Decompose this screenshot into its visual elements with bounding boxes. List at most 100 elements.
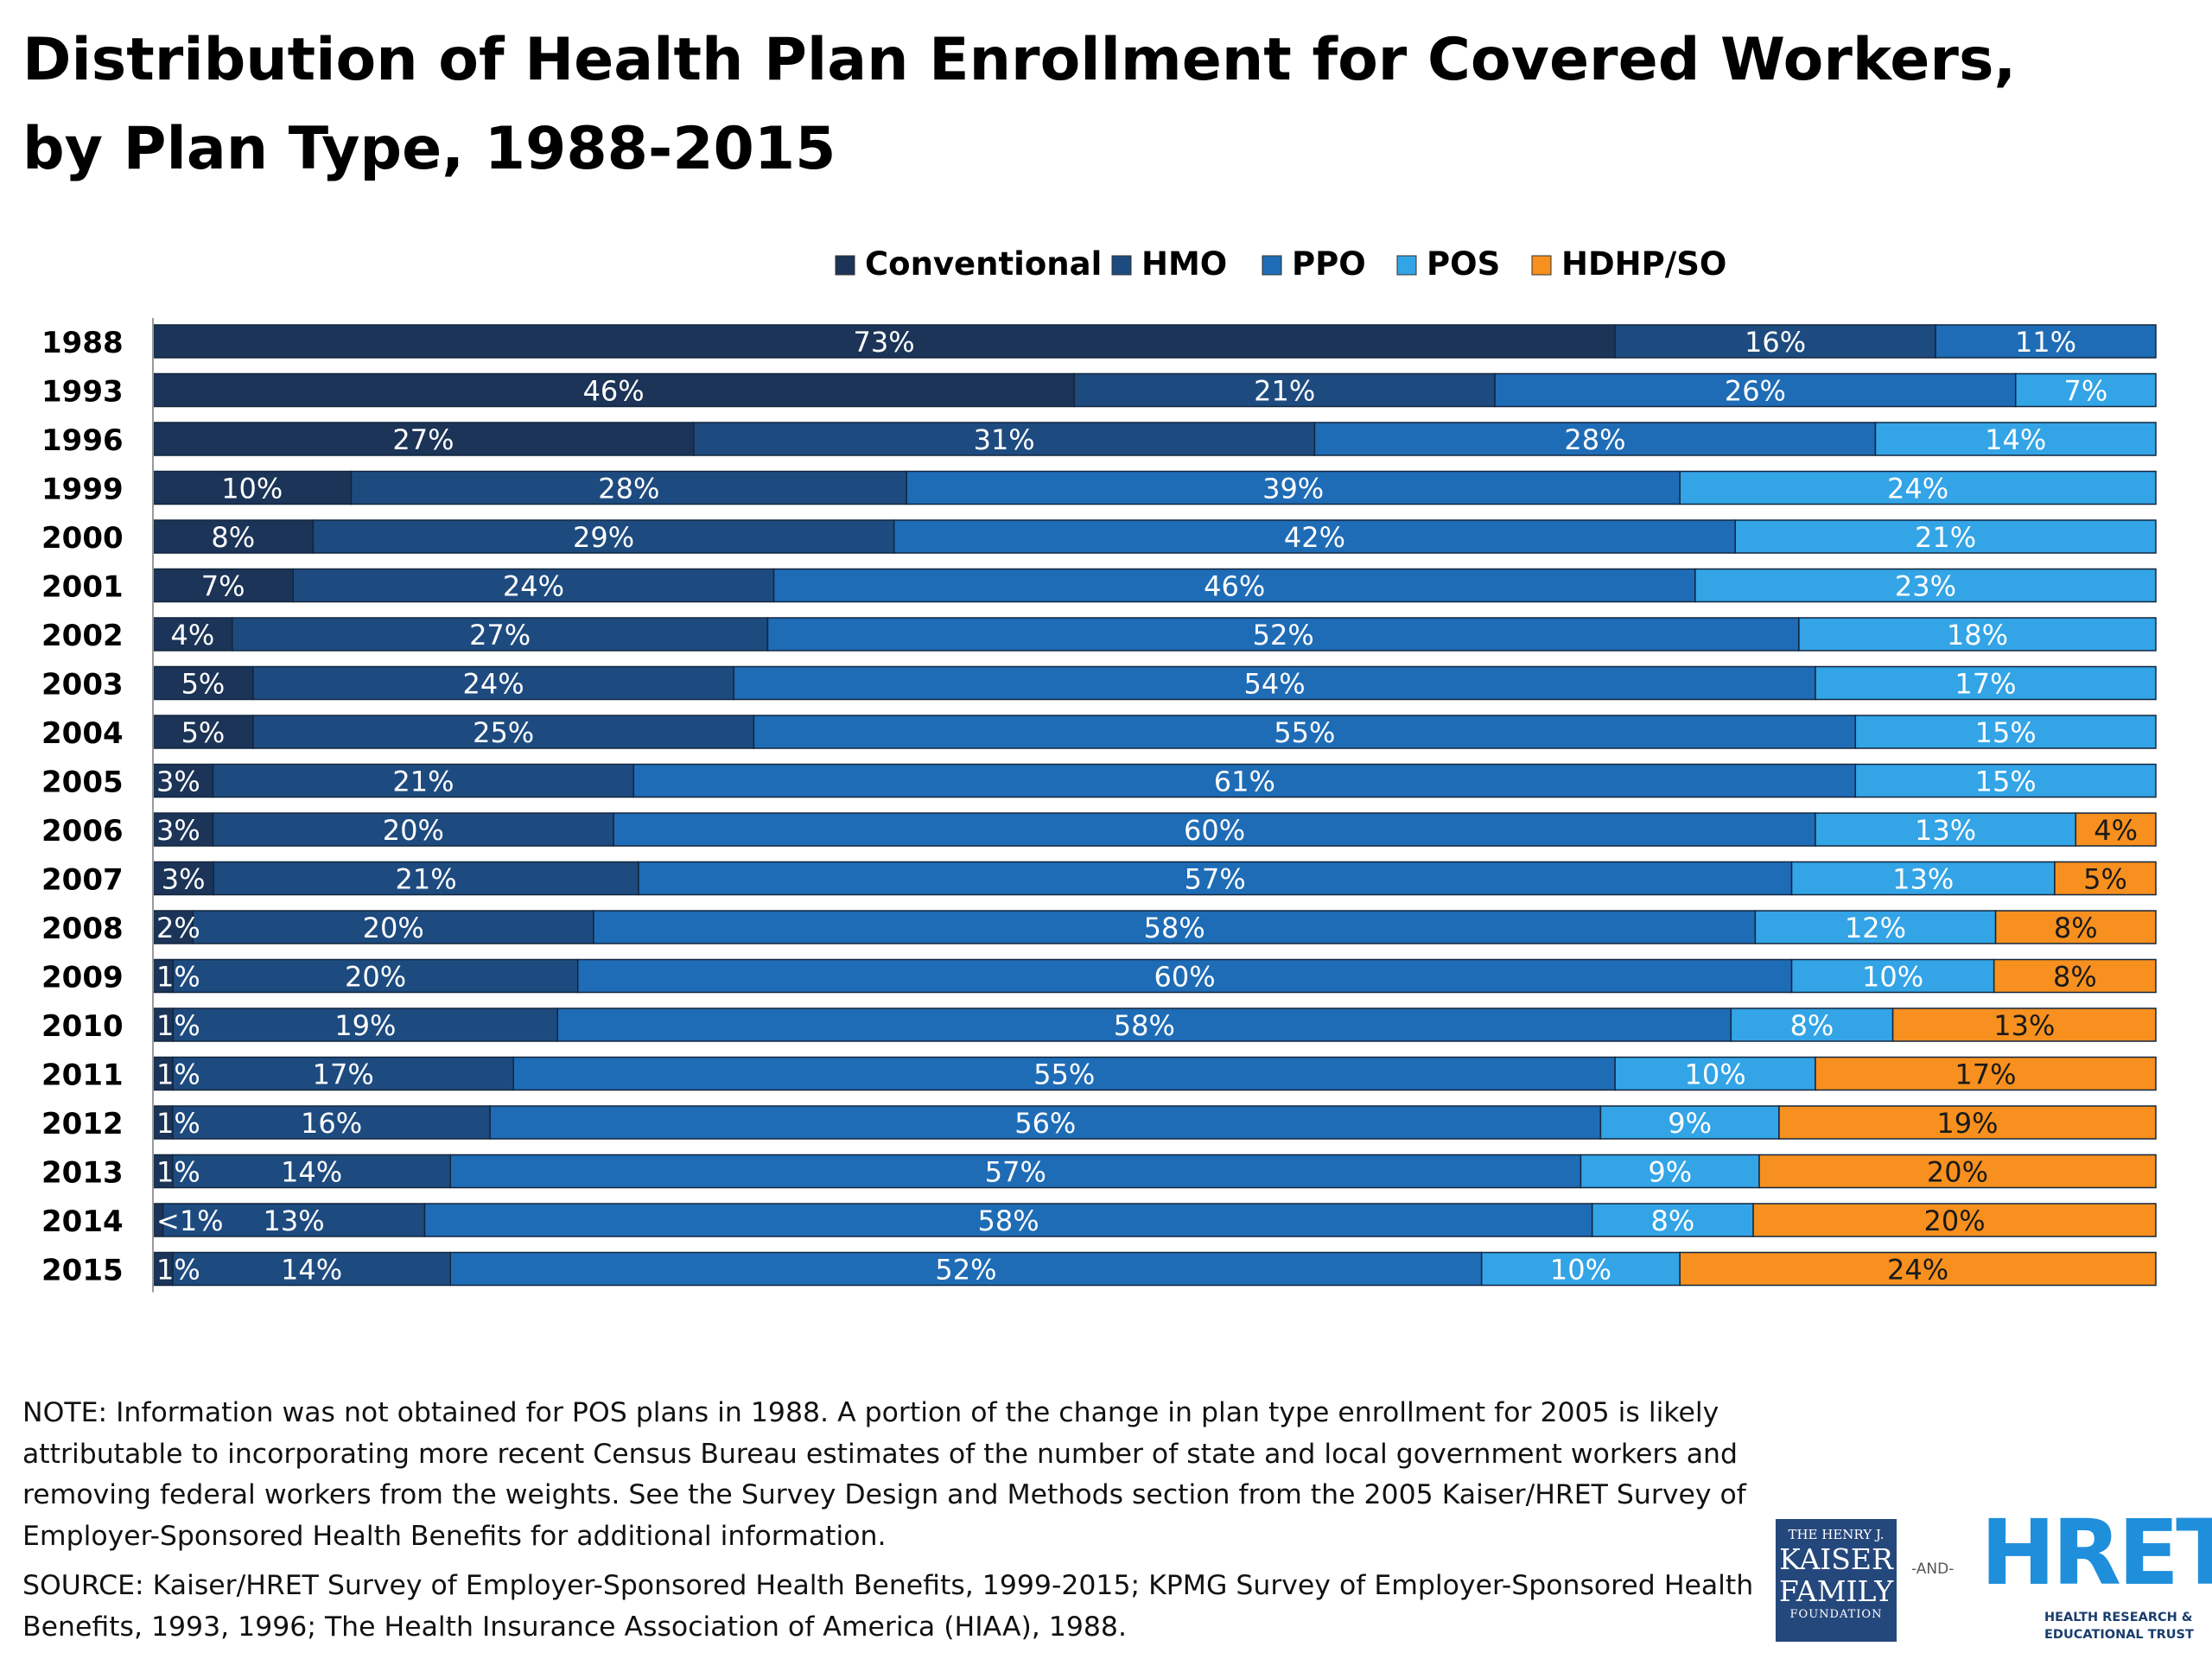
year-label: 2013 (41, 1156, 124, 1191)
bar-label-ppo: 39% (1262, 473, 1324, 505)
bar-segment-ppo (632, 763, 1857, 798)
bar-segment-conventional (152, 470, 353, 505)
bar-label-pos: 9% (1648, 1156, 1692, 1189)
bar-label-hmo: 24% (503, 570, 564, 603)
legend-swatch-hdhp-so (1531, 255, 1552, 276)
legend-swatch-ppo (1262, 255, 1282, 276)
bar-label-hdhp-so: 4% (2094, 814, 2138, 847)
bar-segment-conventional (152, 910, 194, 944)
bar-segment-hdhp-so (2054, 861, 2157, 896)
bar-segment-pos (1730, 1007, 1894, 1042)
bar-label-pos: 13% (1915, 814, 1976, 847)
bar-segment-ppo (906, 470, 1681, 505)
bar-label-ppo: 55% (1274, 716, 1335, 749)
hret-logo: HRET HEALTH RESEARCH & EDUCATIONAL TRUST (1980, 1505, 2212, 1659)
bar-row-2005: 3% 21% 61% 15% (152, 763, 2157, 798)
bar-row-2013: 1% 14% 57% 9% 20% (152, 1154, 2157, 1189)
year-label: 2008 (41, 912, 124, 946)
year-label: 2011 (41, 1058, 124, 1093)
bar-label-ppo: 58% (1144, 912, 1205, 944)
bar-row-2008: 2% 20% 58% 12% 8% (152, 910, 2157, 944)
bar-row-2010: 1% 19% 58% 8% 13% (152, 1007, 2157, 1042)
bar-segment-pos (2014, 372, 2157, 408)
bar-segment-hmo (212, 763, 635, 798)
bar-label-pos: 14% (1985, 423, 2046, 456)
bar-label-ppo: 57% (1185, 863, 1246, 896)
bar-segment-conventional (152, 324, 1616, 359)
bar-label-ppo: 54% (1244, 668, 1306, 701)
bar-label-ppo: 60% (1184, 814, 1245, 847)
year-label: 2004 (41, 716, 124, 751)
bar-label-ppo: 61% (1214, 766, 1275, 798)
kff-logo-line1: THE HENRY J. (1788, 1527, 1885, 1542)
bar-row-2015: 1% 14% 52% 10% 24% (152, 1251, 2157, 1287)
year-label: 2002 (41, 619, 124, 653)
bar-label-conventional: 10% (221, 473, 283, 505)
bar-segment-pos (1694, 568, 2157, 603)
legend: Conventional HMO PPO POS HDHP/SO (835, 245, 1726, 283)
bar-label-hmo: 28% (598, 473, 659, 505)
bar-label-conventional: 5% (181, 668, 226, 701)
bar-segment-ppo (1313, 422, 1877, 456)
bar-segment-pos (1790, 958, 1995, 994)
bar-label-pos: 18% (1947, 619, 2008, 652)
bar-segment-ppo (766, 617, 1800, 652)
bar-label-hmo: 21% (1254, 375, 1315, 408)
bar-segment-hdhp-so (1752, 1203, 2157, 1237)
bar-segment-ppo (512, 1056, 1616, 1091)
bar-segment-hmo (172, 958, 579, 994)
bar-label-pos: 21% (1915, 521, 1976, 554)
bar-label-hdhp-so: 8% (2053, 961, 2097, 994)
bar-segment-hmo (693, 422, 1316, 456)
bar-segment-hmo (1073, 372, 1496, 408)
bar-row-2009: 1% 20% 60% 10% 8% (152, 958, 2157, 994)
bar-label-conventional: 7% (201, 570, 245, 603)
bar-label-conventional: 3% (156, 766, 200, 798)
bar-segment-conventional (152, 665, 254, 701)
bar-segment-conventional (152, 812, 214, 847)
bar-segment-pos (1874, 422, 2157, 456)
bar-label-hdhp-so: 8% (2054, 912, 2098, 944)
bar-segment-conventional (152, 422, 695, 456)
bar-row-1993: 46% 21% 26% 7% (152, 372, 2157, 408)
bar-label-hdhp-so: 24% (1887, 1254, 1948, 1287)
year-axis-labels: 1988 1993 1996 1999 2000 2001 2002 2003 2004 2005… (41, 326, 124, 1288)
bar-label-conventional: 73% (854, 326, 915, 359)
bar-label-hmo: 31% (974, 423, 1035, 456)
bar-label-ppo: 11% (2015, 326, 2076, 359)
year-label: 1999 (41, 473, 124, 507)
legend-label-conventional: Conventional (865, 245, 1102, 283)
year-label: 2009 (41, 961, 124, 995)
bar-label-conventional: 2% (156, 912, 200, 944)
bar-segment-hmo (212, 812, 614, 847)
bar-row-2002: 4% 27% 52% 18% (152, 617, 2157, 652)
bar-segment-hdhp-so (1758, 1154, 2157, 1189)
bar-label-ppo: 28% (1564, 423, 1625, 456)
bar-segment-ppo (449, 1154, 1582, 1189)
year-label: 2010 (41, 1009, 124, 1044)
bar-label-hmo: 14% (281, 1156, 342, 1189)
bar-segment-pos (1734, 519, 2157, 554)
bar-label-hmo: 20% (363, 912, 424, 944)
bar-label-pos: 15% (1975, 716, 2037, 749)
bar-label-pos: 24% (1887, 473, 1948, 505)
bar-segment-ppo (638, 861, 1793, 896)
bar-label-conventional: 1% (156, 961, 200, 994)
bar-segment-hmo (252, 665, 734, 701)
bar-row-2007: 3% 21% 57% 13% 5% (152, 861, 2157, 896)
bar-segment-hdhp-so (1993, 958, 2157, 994)
kaiser-family-foundation-logo: THE HENRY J. KAISER FAMILY FOUNDATION (1776, 1519, 1897, 1642)
bar-label-conventional: 27% (392, 423, 454, 456)
bar-label-ppo: 55% (1033, 1058, 1095, 1091)
bar-segment-hmo (192, 910, 594, 944)
bar-label-hdhp-so: 20% (1923, 1205, 1985, 1237)
bar-segment-pos (1854, 715, 2157, 749)
bar-label-pos: 7% (2063, 375, 2107, 408)
bar-segment-pos (1854, 763, 2157, 798)
bar-label-hmo: 20% (345, 961, 406, 994)
bar-segment-ppo (449, 1251, 1483, 1287)
note-text: NOTE: Information was not obtained for P… (22, 1397, 1746, 1552)
legend-label-pos: POS (1427, 245, 1500, 283)
bar-label-hmo: 14% (281, 1254, 342, 1287)
year-label: 2001 (41, 570, 124, 605)
